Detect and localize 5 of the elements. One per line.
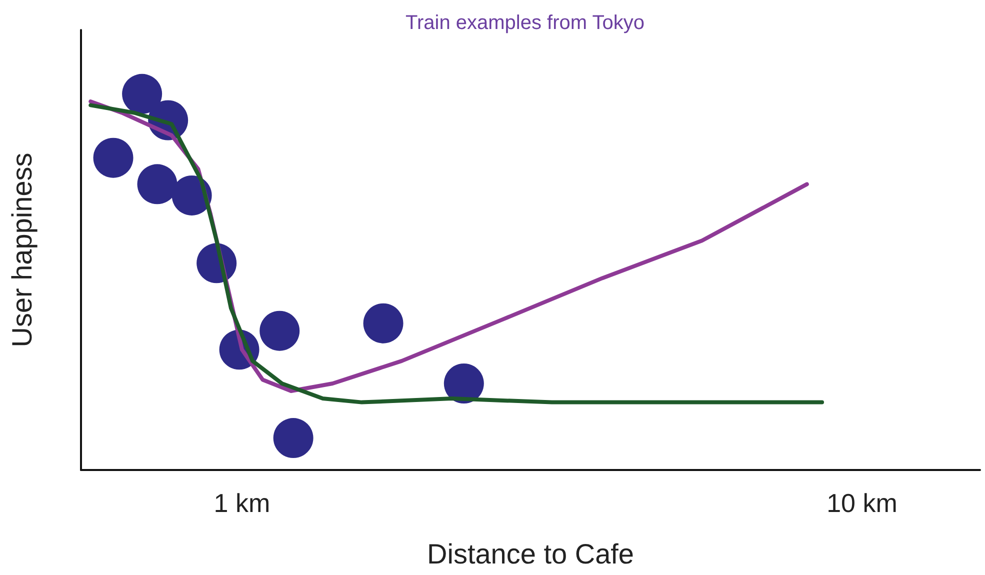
- chart-title: Train examples from Tokyo: [406, 12, 644, 34]
- x-tick-label: 1 km: [214, 488, 270, 518]
- x-tick-label: 10 km: [826, 488, 898, 518]
- x-axis-title: Distance to Cafe: [427, 538, 634, 570]
- y-axis-title: User happiness: [6, 152, 38, 348]
